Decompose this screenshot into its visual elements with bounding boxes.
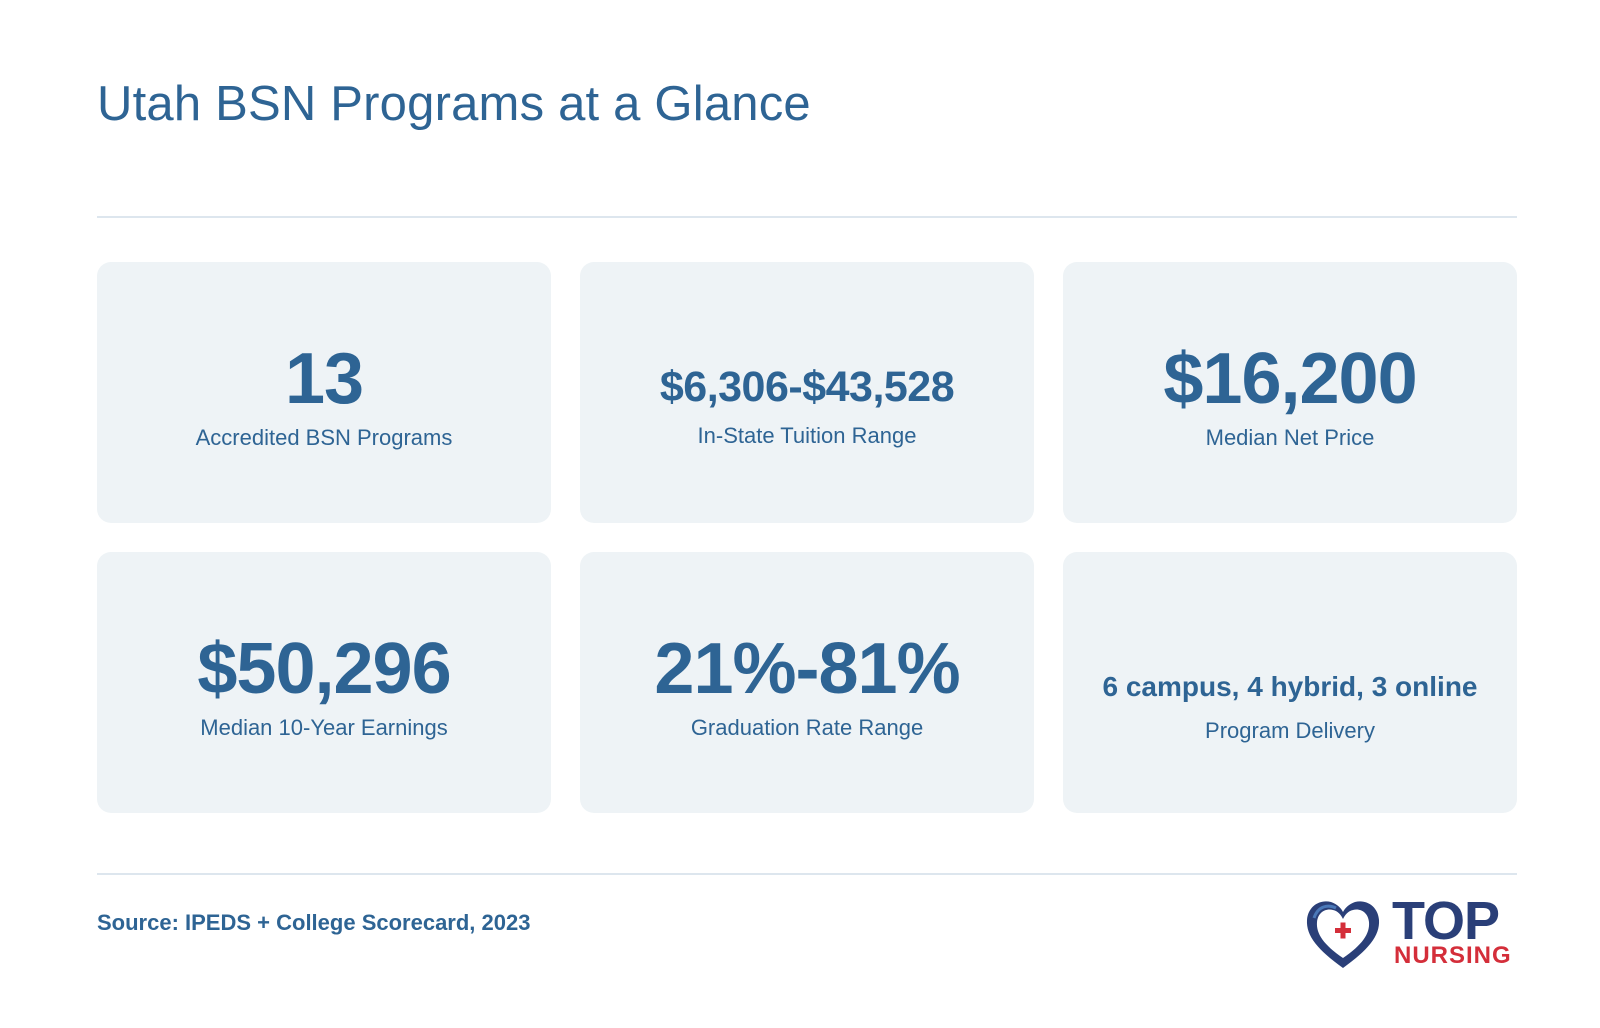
stat-value: 6 campus, 4 hybrid, 3 online: [1102, 671, 1478, 702]
stat-label: Median Net Price: [1205, 424, 1375, 450]
stat-label: In-State Tuition Range: [697, 423, 917, 448]
source-note: Source: IPEDS + College Scorecard, 2023: [97, 910, 531, 935]
stat-card-graduation: 21%-81% Graduation Rate Range: [580, 552, 1034, 813]
stat-card-delivery: 6 campus, 4 hybrid, 3 online Program Del…: [1063, 552, 1517, 813]
page-title: Utah BSN Programs at a Glance: [97, 77, 811, 131]
stat-label: Median 10-Year Earnings: [200, 714, 448, 740]
bottom-divider: [97, 873, 1517, 875]
logo-nursing-text: NURSING: [1394, 942, 1512, 969]
stat-card-programs: 13 Accredited BSN Programs: [97, 262, 551, 523]
stat-value: 21%-81%: [654, 628, 960, 709]
stat-label: Accredited BSN Programs: [195, 424, 453, 450]
top-nursing-logo: TOP NURSING: [1304, 894, 1518, 972]
stat-label: Program Delivery: [1205, 718, 1375, 743]
heart-cross-icon: [1306, 901, 1380, 968]
stat-card-net-price: $16,200 Median Net Price: [1063, 262, 1517, 523]
logo-top-text: TOP: [1392, 891, 1500, 951]
stat-card-tuition: $6,306-$43,528 In-State Tuition Range: [580, 262, 1034, 523]
stat-value: $50,296: [197, 628, 451, 709]
stat-value: $16,200: [1163, 338, 1417, 419]
stat-label: Graduation Rate Range: [690, 714, 924, 740]
top-divider: [97, 216, 1517, 218]
stat-value: 13: [284, 338, 364, 419]
stat-value: $6,306-$43,528: [659, 363, 955, 411]
stats-grid: 13 Accredited BSN Programs $6,306-$43,52…: [97, 262, 1517, 813]
stat-card-earnings: $50,296 Median 10-Year Earnings: [97, 552, 551, 813]
